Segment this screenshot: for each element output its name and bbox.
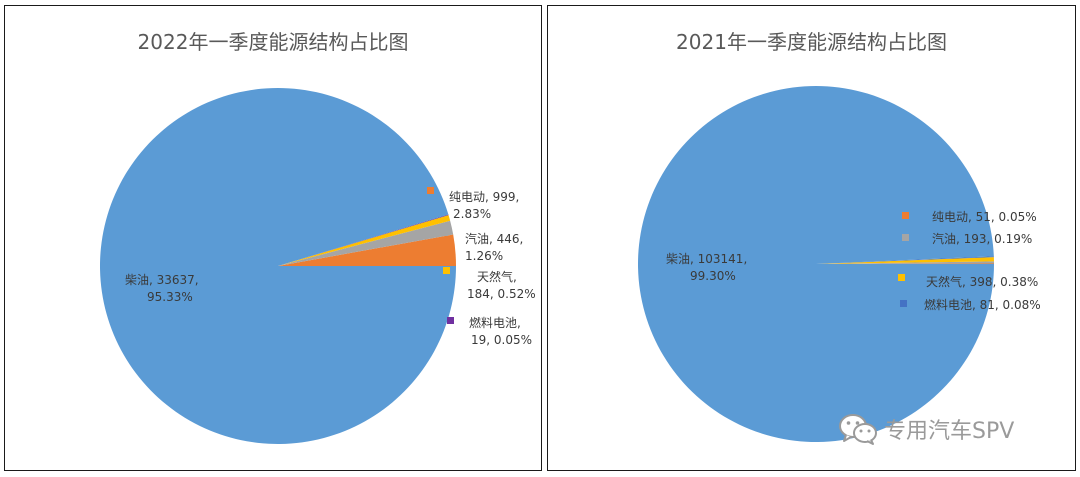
label-diesel: 柴油, 103141, 99.30% — [666, 252, 748, 283]
legend-marker-natural-gas — [443, 267, 450, 274]
pie-chart-2022 — [100, 88, 457, 445]
label-fuel-cell: 燃料电池, 19, 0.05% — [469, 316, 533, 347]
legend-marker-fuel-cell — [900, 300, 907, 307]
pie-slice-diesel — [638, 86, 994, 443]
chart-panel-2021: 2021年一季度能源结构占比图 纯电动, 51, 0.05% 汽油, 193, … — [547, 5, 1076, 471]
pie-slice-diesel — [100, 88, 457, 445]
watermark-text: 专用汽车SPV — [884, 419, 1015, 444]
label-fuel-cell: 燃料电池, 81, 0.08% — [924, 298, 1041, 312]
label-pure-electric: 纯电动, 51, 0.05% — [932, 210, 1037, 224]
legend-marker-gasoline — [902, 234, 909, 241]
label-pure-electric: 纯电动, 999, 2.83% — [449, 190, 520, 221]
chart-title: 2022年一季度能源结构占比图 — [137, 30, 409, 54]
label-natural-gas: 天然气, 184, 0.52% — [467, 270, 536, 301]
chart-panel-2022: 2022年一季度能源结构占比图 纯电动, 999, 2.83% 汽油, 446,… — [4, 5, 542, 471]
label-gasoline: 汽油, 193, 0.19% — [932, 232, 1033, 246]
wechat-icon — [839, 414, 877, 445]
pie-slice-gasoline — [278, 220, 454, 266]
chart-title: 2021年一季度能源结构占比图 — [676, 30, 947, 54]
label-natural-gas: 天然气, 398, 0.38% — [926, 275, 1039, 289]
legend-marker-natural-gas — [898, 274, 905, 281]
pie-slice-natural-gas — [278, 215, 451, 266]
pie-chart-2021 — [638, 86, 994, 443]
watermark: 专用汽车SPV — [838, 412, 1014, 446]
pie-slice-pure-electric — [816, 263, 994, 264]
legend-marker-gasoline — [441, 229, 448, 236]
legend-marker-pure-electric — [902, 212, 909, 219]
pie-slice-gasoline — [816, 261, 994, 264]
pie-slice-pure-electric — [278, 234, 456, 266]
pie-slice-natural-gas — [816, 257, 994, 264]
label-diesel: 柴油, 33637, 95.33% — [125, 273, 199, 304]
pie-slice-fuel-cell — [278, 214, 449, 266]
label-gasoline: 汽油, 446, 1.26% — [465, 232, 524, 263]
legend-marker-fuel-cell — [447, 317, 454, 324]
legend-marker-pure-electric — [427, 187, 434, 194]
pie-slice-fuel-cell — [816, 256, 994, 264]
